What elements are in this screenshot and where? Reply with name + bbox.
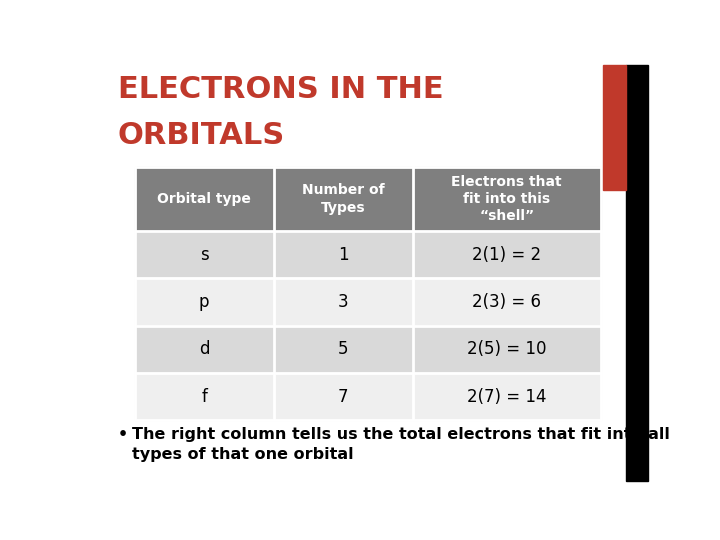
Text: 3: 3 — [338, 293, 348, 311]
Bar — [274, 373, 413, 420]
Text: Number of
Types: Number of Types — [302, 183, 384, 214]
Text: ELECTRONS IN THE: ELECTRONS IN THE — [118, 75, 444, 104]
Text: 2(1) = 2: 2(1) = 2 — [472, 246, 541, 264]
Bar — [135, 167, 274, 231]
Bar — [135, 326, 274, 373]
Text: Electrons that
fit into this
“shell”: Electrons that fit into this “shell” — [451, 174, 562, 223]
Text: ORBITALS: ORBITALS — [118, 121, 285, 150]
Bar — [413, 279, 600, 326]
Text: The right column tells us the total electrons that fit into all
types of that on: The right column tells us the total elec… — [132, 427, 670, 462]
Text: d: d — [199, 340, 210, 359]
Text: 1: 1 — [338, 246, 348, 264]
Text: 5: 5 — [338, 340, 348, 359]
Text: 2(5) = 10: 2(5) = 10 — [467, 340, 546, 359]
Bar — [274, 326, 413, 373]
Bar — [135, 279, 274, 326]
Bar — [135, 231, 274, 279]
Text: •: • — [118, 427, 128, 442]
Bar — [274, 231, 413, 279]
Text: f: f — [202, 388, 207, 406]
Text: s: s — [200, 246, 209, 264]
Text: Orbital type: Orbital type — [157, 192, 251, 206]
Bar — [413, 231, 600, 279]
Text: 2(3) = 6: 2(3) = 6 — [472, 293, 541, 311]
Text: p: p — [199, 293, 210, 311]
Bar — [413, 167, 600, 231]
Bar — [274, 279, 413, 326]
Bar — [274, 167, 413, 231]
Bar — [413, 326, 600, 373]
Bar — [603, 65, 626, 190]
Text: 7: 7 — [338, 388, 348, 406]
Text: 2(7) = 14: 2(7) = 14 — [467, 388, 546, 406]
Bar — [413, 373, 600, 420]
Bar — [626, 65, 648, 481]
Bar — [135, 373, 274, 420]
